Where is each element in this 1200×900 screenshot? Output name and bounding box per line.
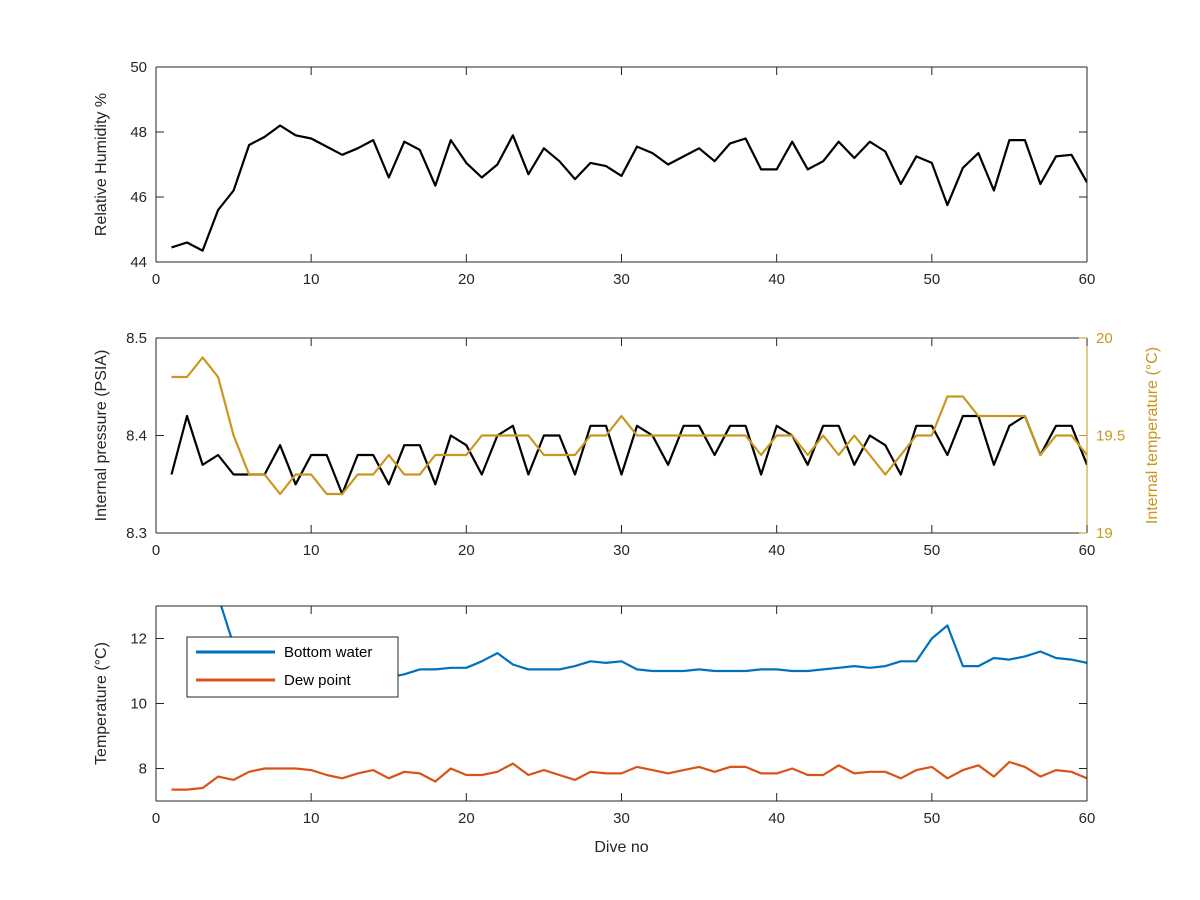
y-tick-label: 8.5 (126, 330, 147, 347)
x-tick-label: 60 (1079, 542, 1096, 559)
y-tick-label: 10 (130, 696, 147, 713)
x-tick-label: 0 (152, 271, 160, 288)
x-tick-label: 20 (458, 271, 475, 288)
y-tick-label: 8.3 (126, 525, 147, 542)
x-tick-label: 60 (1079, 810, 1096, 827)
x-tick-label: 10 (303, 271, 320, 288)
series-line-2-2 (171, 356, 1087, 496)
x-tick-label: 50 (923, 271, 940, 288)
x-tick-label: 0 (152, 542, 160, 559)
right-y-axis-label: Internal temperature (°C) (1144, 347, 1161, 524)
legend-entry-label: Bottom water (284, 644, 372, 661)
x-tick-label: 30 (613, 542, 630, 559)
series-line-1-1 (171, 124, 1087, 252)
y-axis-label: Relative Humidity % (93, 93, 110, 236)
x-tick-label: 20 (458, 542, 475, 559)
x-axis-label: Dive no (594, 839, 648, 856)
x-tick-label: 10 (303, 542, 320, 559)
x-tick-label: 40 (768, 542, 785, 559)
x-tick-label: 10 (303, 810, 320, 827)
x-tick-label: 50 (923, 810, 940, 827)
y-axis-label: Internal pressure (PSIA) (93, 350, 110, 522)
right-y-tick-label: 19.5 (1096, 428, 1125, 445)
right-y-tick-label: 20 (1096, 330, 1113, 347)
y-tick-label: 8 (139, 761, 147, 778)
series-line-3-2 (171, 760, 1087, 791)
chart-panel-2: 0 10 20 30 40 50 60 8.3 8.4 8.5 19 19.5 20 Internal p… (93, 330, 1161, 559)
x-tick-label: 0 (152, 810, 160, 827)
y-axis-label: Temperature (°C) (93, 642, 110, 765)
y-tick-label: 46 (130, 189, 147, 206)
y-tick-label: 48 (130, 124, 147, 141)
legend-box (186, 636, 399, 698)
y-tick-label: 50 (130, 59, 147, 76)
legend: Bottom water Dew point (186, 636, 399, 698)
chart-panel-3: 0 10 20 30 40 50 60 8 10 12 Temperature (°C) Dive n… (93, 605, 1096, 856)
x-tick-label: 20 (458, 810, 475, 827)
x-tick-label: 30 (613, 271, 630, 288)
x-tick-label: 60 (1079, 271, 1096, 288)
legend-entry-label: Dew point (284, 672, 352, 689)
x-tick-label: 40 (768, 271, 785, 288)
chart-panel-1: 0 10 20 30 40 50 60 44 46 48 50 Relative Humidity % (93, 59, 1095, 288)
x-tick-label: 30 (613, 810, 630, 827)
y-tick-label: 8.4 (126, 428, 147, 445)
right-y-tick-label: 19 (1096, 525, 1113, 542)
charts-layer: 0 10 20 30 40 50 60 44 46 48 50 Relative Humidity %… (93, 59, 1161, 856)
y-tick-label: 44 (130, 254, 147, 271)
y-tick-label: 12 (130, 631, 147, 648)
x-tick-label: 40 (768, 810, 785, 827)
x-tick-label: 50 (923, 542, 940, 559)
